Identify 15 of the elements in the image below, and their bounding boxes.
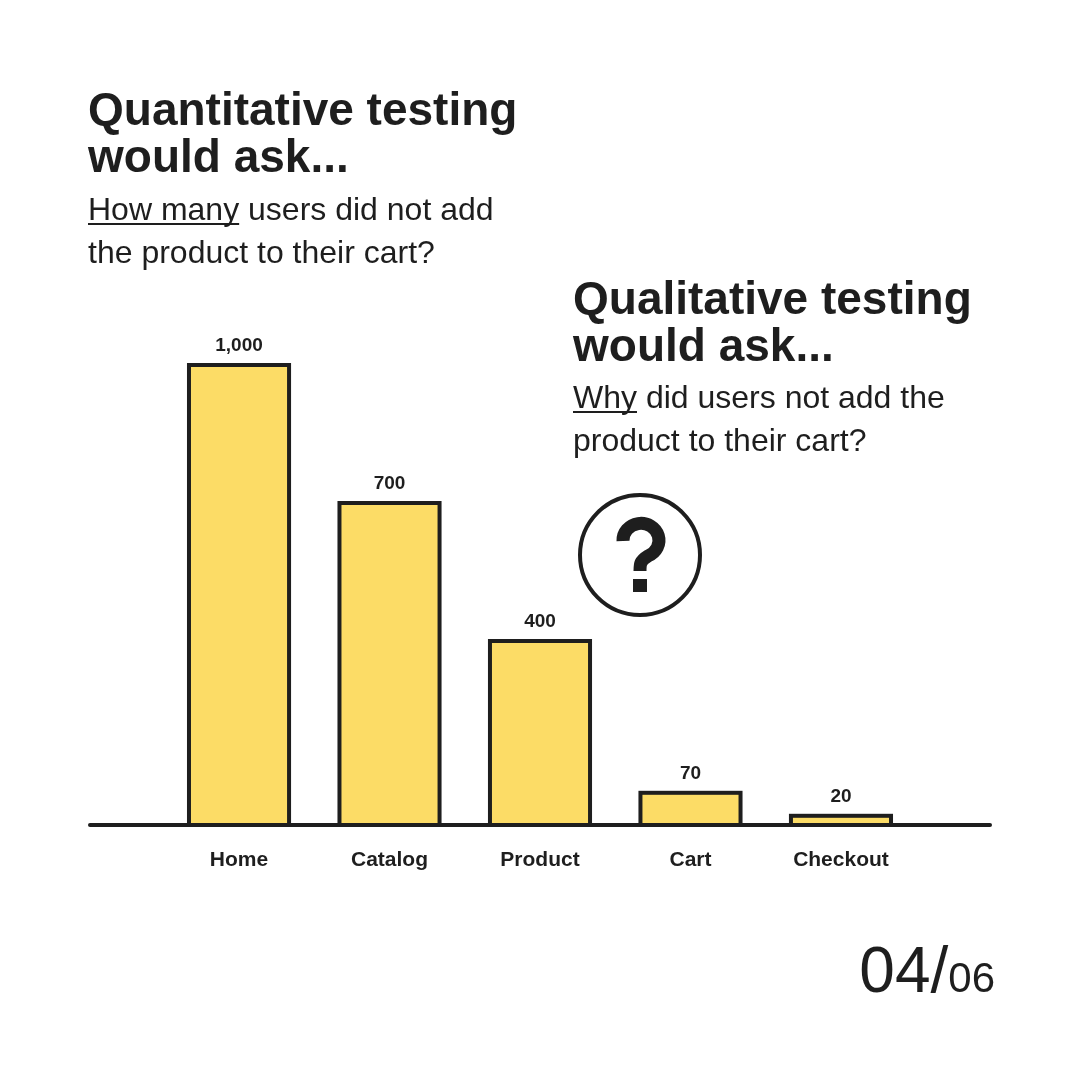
data-label: 20 (830, 784, 852, 806)
x-tick-label: Product (500, 847, 580, 870)
annotation: Why did users not add the product to their cart? (573, 379, 945, 458)
x-tick-label: Checkout (793, 847, 889, 870)
chart-subtitle: How many users did not add the product to their cart? (88, 191, 494, 270)
data-label: 700 (373, 472, 406, 493)
data-label: 1,000 (215, 334, 263, 355)
data-label: 70 (679, 761, 702, 783)
x-tick-label: Catalog (351, 847, 429, 870)
x-tick-label: Home (209, 847, 269, 870)
data-label: 400 (524, 610, 556, 631)
annotation: Qualitative testing would ask... (572, 272, 972, 371)
text: 04/06 (859, 934, 995, 1006)
chart-title: Quantitative testing would ask... (87, 83, 518, 182)
x-tick-label: Cart (669, 847, 712, 870)
